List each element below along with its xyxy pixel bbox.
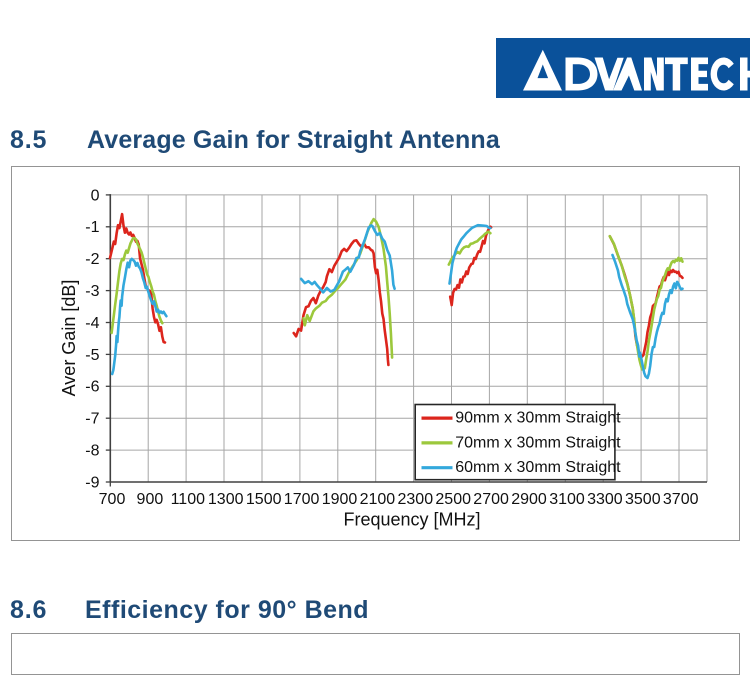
svg-text:0: 0 (91, 187, 100, 204)
svg-text:-9: -9 (85, 474, 99, 491)
svg-text:Aver Gain [dB]: Aver Gain [dB] (59, 280, 79, 397)
svg-text:1900: 1900 (322, 491, 358, 508)
svg-text:900: 900 (137, 491, 164, 508)
svg-text:Frequency [MHz]: Frequency [MHz] (343, 510, 480, 530)
svg-text:2900: 2900 (511, 491, 547, 508)
svg-text:3300: 3300 (587, 491, 623, 508)
svg-text:-8: -8 (85, 443, 99, 460)
svg-text:2300: 2300 (398, 491, 434, 508)
svg-text:-2: -2 (85, 251, 99, 268)
svg-text:1700: 1700 (284, 491, 320, 508)
svg-text:3100: 3100 (549, 491, 585, 508)
svg-text:1100: 1100 (171, 491, 206, 508)
svg-text:3700: 3700 (663, 491, 699, 508)
svg-text:2100: 2100 (360, 491, 396, 508)
svg-text:1500: 1500 (246, 491, 282, 508)
svg-text:-7: -7 (85, 411, 99, 428)
svg-text:-5: -5 (85, 347, 99, 364)
svg-text:60mm x 30mm Straight: 60mm x 30mm Straight (455, 459, 621, 476)
svg-text:2500: 2500 (435, 491, 471, 508)
svg-text:-4: -4 (85, 315, 99, 332)
svg-text:90mm x 30mm Straight: 90mm x 30mm Straight (455, 410, 621, 427)
svg-text:-3: -3 (85, 283, 99, 300)
svg-text:-1: -1 (85, 219, 99, 236)
svg-text:700: 700 (99, 491, 126, 508)
svg-text:3500: 3500 (625, 491, 661, 508)
svg-text:70mm x 30mm Straight: 70mm x 30mm Straight (455, 434, 621, 451)
svg-text:1300: 1300 (208, 491, 244, 508)
svg-text:-6: -6 (85, 379, 99, 396)
svg-text:2700: 2700 (473, 491, 509, 508)
